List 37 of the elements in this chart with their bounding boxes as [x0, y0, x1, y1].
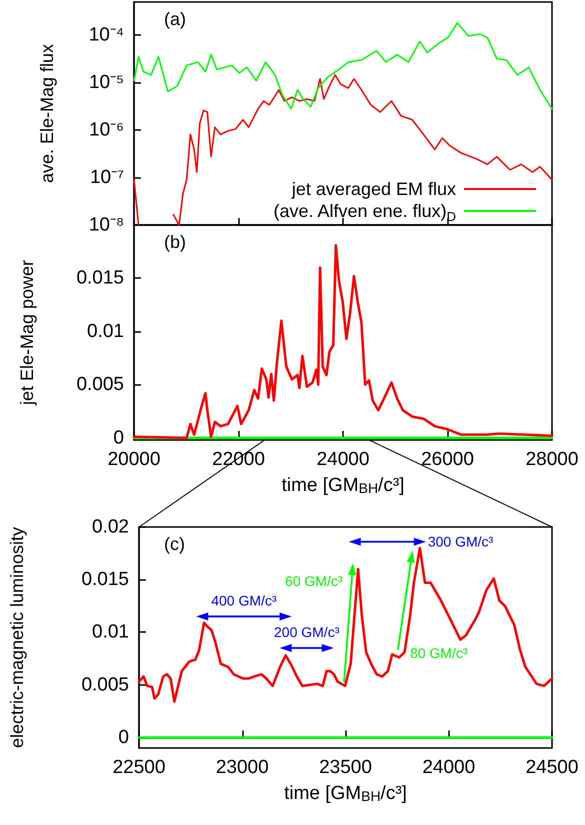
- y-tick-label: 0.015: [81, 569, 129, 590]
- y-tick-label: 10⁻⁷: [90, 167, 124, 188]
- x-tick-label: 23000: [216, 757, 269, 778]
- y-tick-label: 0.02: [92, 516, 129, 538]
- annotation: (a): [164, 9, 186, 29]
- x-tick-label: 20000: [108, 449, 160, 470]
- y-tick-label: 0.015: [76, 268, 124, 289]
- x-tick-label: 24000: [316, 449, 370, 470]
- y-tick-label: 10⁻⁶: [89, 120, 124, 141]
- y-tick-label: 0.005: [81, 674, 129, 696]
- annotation: 60 GM/c³: [284, 573, 343, 590]
- annotation: 400 GM/c³: [211, 592, 277, 608]
- y-tick-label: 0.01: [87, 320, 124, 342]
- y-axis-title: jet Ele-Mag power: [17, 260, 37, 406]
- x-axis-title: time [GMBH/c³]: [284, 783, 407, 804]
- annotation: 300 GM/c³: [428, 534, 494, 550]
- annotation: (b): [164, 232, 186, 252]
- y-tick-label: 0.01: [92, 622, 129, 643]
- annotation: (c): [164, 534, 185, 554]
- x-tick-label: 24000: [422, 757, 476, 778]
- legend-label: jet averaged EM flux: [292, 179, 456, 199]
- x-tick-label: 24500: [526, 757, 578, 778]
- y-tick-label: 0.005: [76, 374, 124, 396]
- annotation: 80 GM/c³: [410, 645, 468, 662]
- y-tick-label: 0: [113, 427, 124, 448]
- y-tick-label: 10⁻⁴: [88, 24, 124, 46]
- x-tick-label: 26000: [421, 449, 474, 470]
- annotation: 200 GM/c³: [274, 624, 340, 640]
- x-tick-label: 23500: [319, 757, 372, 778]
- x-tick-label: 22500: [112, 757, 166, 778]
- y-axis-title: electric-magnetic luminosity: [7, 526, 27, 748]
- x-tick-label: 28000: [526, 449, 578, 470]
- y-axis-title: ave. Ele-Mag flux: [37, 44, 57, 184]
- y-tick-label: 0: [118, 726, 129, 748]
- y-tick-label: 10⁻⁵: [88, 72, 124, 94]
- x-axis-title: time [GMBH/c³]: [282, 475, 404, 496]
- y-tick-label: 10⁻⁸: [88, 214, 124, 236]
